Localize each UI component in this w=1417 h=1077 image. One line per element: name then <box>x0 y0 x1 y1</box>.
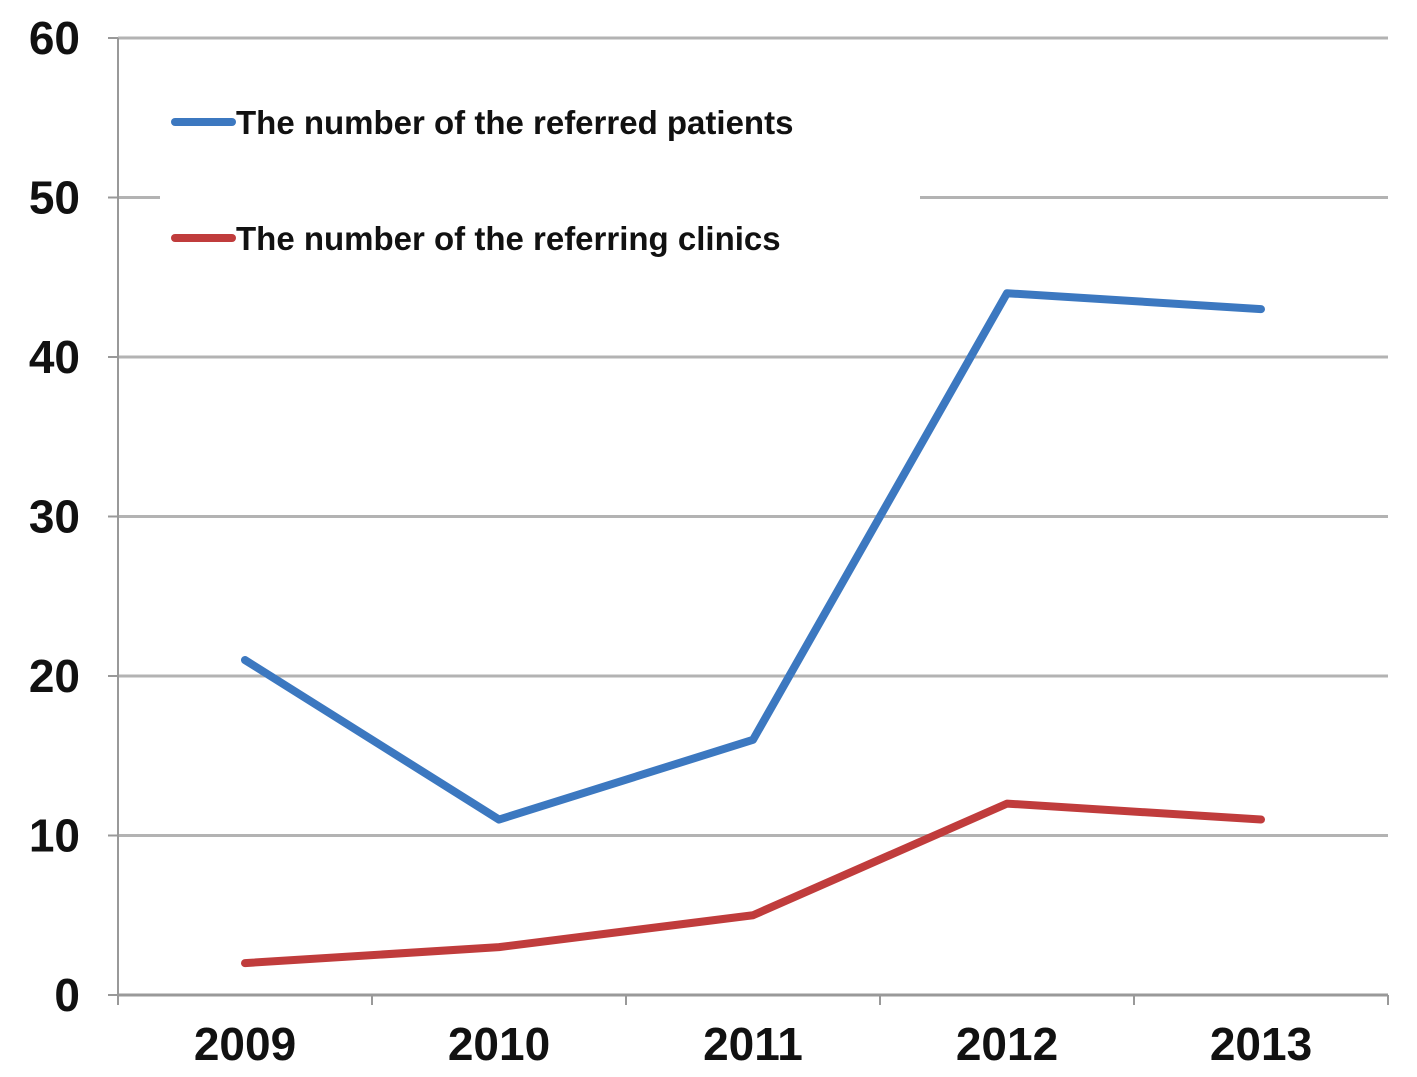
grid-lines <box>118 36 1388 837</box>
series-lines <box>241 289 1265 968</box>
series-line-2 <box>241 799 1265 968</box>
y-tick-label: 0 <box>54 969 80 1021</box>
axes: 0 10 20 30 40 50 60 2009 2010 2011 2012 2013 <box>29 12 1389 1070</box>
x-tick-label: 2011 <box>703 1018 803 1070</box>
x-tick-label: 2010 <box>448 1018 550 1070</box>
legend-background <box>160 165 920 225</box>
legend: The number of the referred patients The n… <box>160 104 920 257</box>
series-line-1 <box>241 289 1265 824</box>
y-tick-label: 20 <box>29 650 80 702</box>
x-tick-label: 2009 <box>194 1018 296 1070</box>
legend-label-2: The number of the referring clinics <box>236 220 781 257</box>
y-tick-label: 50 <box>29 172 80 224</box>
y-tick-label: 10 <box>29 810 80 862</box>
x-tick-label: 2013 <box>1210 1018 1312 1070</box>
y-tick-label: 30 <box>29 491 80 543</box>
legend-label-1: The number of the referred patients <box>236 104 793 141</box>
y-tick-label: 40 <box>29 331 80 383</box>
x-tick-label: 2012 <box>956 1018 1058 1070</box>
y-tick-label: 60 <box>29 12 80 64</box>
